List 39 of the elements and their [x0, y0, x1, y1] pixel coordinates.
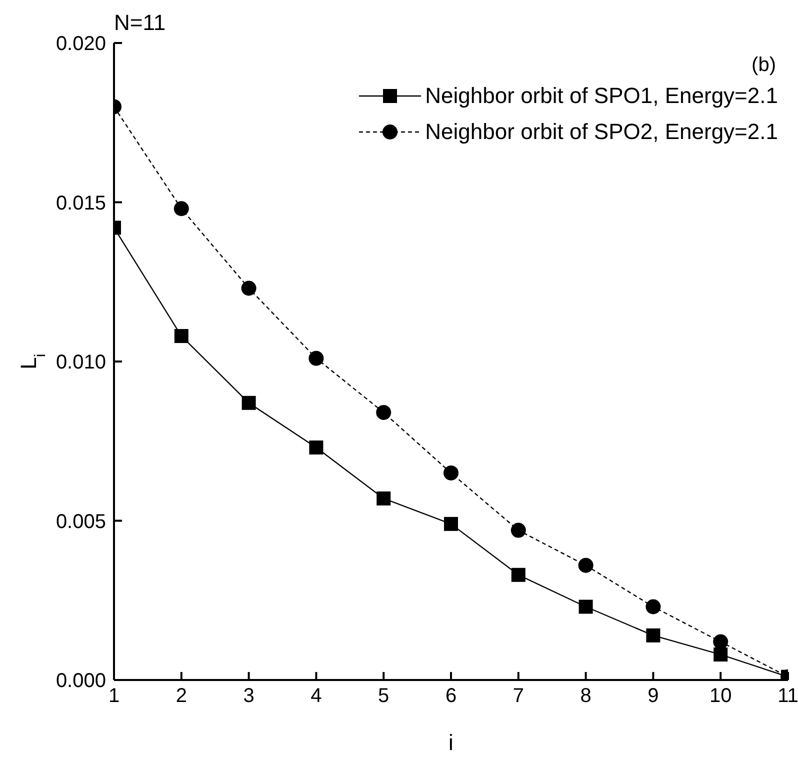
x-tick-label: 4	[310, 685, 322, 708]
point	[510, 522, 526, 538]
chart-title: N=11	[114, 9, 166, 37]
x-tick-label: 10	[709, 685, 732, 708]
legend-label: Neighbor orbit of SPO2, Energy=2.1	[425, 119, 778, 145]
point	[174, 329, 188, 344]
x-tick-label: 7	[512, 685, 524, 708]
point	[376, 491, 391, 506]
y-tick-label: 0.000	[56, 670, 106, 692]
x-tick-label: 6	[445, 685, 457, 708]
x-tick-label: 11	[778, 685, 798, 708]
point	[241, 280, 256, 296]
x-tick-label: 8	[580, 685, 592, 708]
point	[646, 628, 660, 642]
x-tick-label: 1	[108, 685, 120, 708]
y-tick-label: 0.010	[56, 352, 106, 374]
point	[511, 568, 526, 582]
y-tick-label: 0.015	[56, 192, 106, 214]
point	[174, 201, 189, 216]
point	[714, 648, 728, 662]
y-tick-label: 0.020	[56, 33, 106, 56]
x-tick-label: 5	[378, 685, 390, 708]
y-tick-label: 0.005	[56, 510, 106, 533]
x-tick-label: 9	[648, 685, 659, 708]
point	[578, 600, 593, 614]
point	[646, 599, 661, 614]
annotation: (b)	[752, 54, 776, 77]
point	[713, 634, 728, 650]
point	[308, 350, 324, 366]
x-tick-label: 2	[176, 685, 187, 708]
point	[444, 516, 458, 531]
x-tick-label: 3	[243, 685, 254, 708]
point	[242, 396, 256, 410]
x-axis-title: i	[448, 730, 454, 755]
point	[309, 440, 324, 454]
point	[376, 404, 392, 420]
point	[444, 465, 458, 480]
point	[578, 558, 594, 573]
legend-label: Neighbor orbit of SPO1, Energy=2.1	[425, 83, 778, 109]
